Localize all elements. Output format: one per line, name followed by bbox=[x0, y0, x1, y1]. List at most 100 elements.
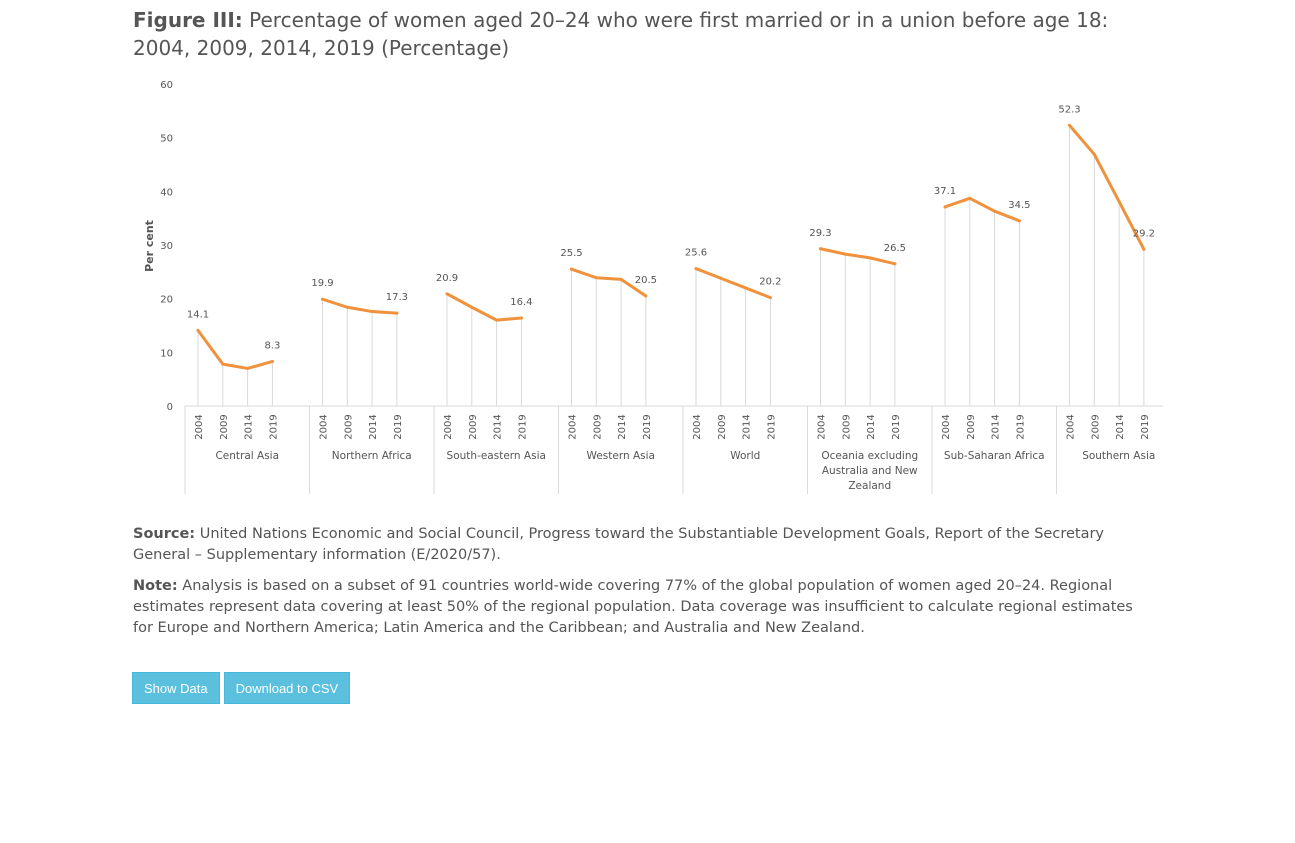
group-name-label: Sub-Saharan Africa bbox=[944, 450, 1045, 462]
x-tick-label: 2009 bbox=[343, 414, 354, 439]
data-point bbox=[470, 305, 474, 309]
figure-title-lead: Figure III: bbox=[133, 8, 243, 32]
x-tick-label: 2004 bbox=[319, 414, 330, 439]
y-tick-label: 0 bbox=[167, 402, 173, 413]
chart-group: 14.1 8.3 2004 2009 2014 2019 Central Asia bbox=[184, 309, 280, 494]
data-point bbox=[893, 262, 897, 266]
data-point bbox=[1068, 123, 1071, 127]
data-label: 34.5 bbox=[1008, 200, 1030, 211]
x-tick-label: 2009 bbox=[966, 414, 977, 439]
data-point bbox=[993, 209, 997, 213]
action-buttons: Show Data Download to CSV bbox=[132, 672, 351, 704]
data-label: 17.3 bbox=[386, 292, 408, 303]
y-tick-label: 50 bbox=[160, 134, 173, 145]
data-point bbox=[321, 297, 324, 301]
data-point bbox=[619, 277, 623, 281]
x-tick-label: 2019 bbox=[268, 414, 279, 439]
x-tick-label: 2014 bbox=[866, 414, 877, 439]
series-line bbox=[196, 328, 274, 370]
data-point bbox=[694, 267, 698, 271]
x-tick-label: 2009 bbox=[219, 414, 230, 439]
x-tick-label: 2014 bbox=[244, 414, 255, 439]
data-label: 25.6 bbox=[685, 248, 707, 259]
series-line bbox=[1068, 123, 1146, 251]
data-point bbox=[819, 247, 822, 251]
x-tick-label: 2019 bbox=[393, 414, 404, 439]
data-point bbox=[345, 305, 349, 309]
figure-title-text: Percentage of women aged 20–24 who were … bbox=[133, 8, 1109, 60]
series-line bbox=[694, 267, 772, 300]
x-tick-label: 2019 bbox=[642, 414, 653, 439]
data-point bbox=[1092, 152, 1096, 156]
data-point bbox=[221, 362, 225, 366]
x-tick-label: 2009 bbox=[592, 414, 603, 439]
series-line bbox=[819, 247, 897, 266]
chart-group: 25.5 20.5 2004 2009 2014 2019 Western Asia bbox=[558, 248, 657, 494]
data-point bbox=[495, 318, 499, 322]
x-tick-label: 2009 bbox=[468, 414, 479, 439]
source-text: United Nations Economic and Social Counc… bbox=[133, 526, 1105, 563]
x-tick-label: 2014 bbox=[1115, 414, 1126, 439]
x-tick-label: 2014 bbox=[617, 414, 628, 439]
data-label: 25.5 bbox=[560, 248, 582, 259]
note-paragraph: Note: Analysis is based on a subset of 9… bbox=[133, 576, 1143, 639]
y-axis-label: Per cent bbox=[143, 220, 156, 272]
x-tick-label: 2009 bbox=[841, 414, 852, 439]
series-line bbox=[570, 267, 648, 298]
x-tick-label: 2004 bbox=[692, 414, 703, 439]
data-label: 29.2 bbox=[1133, 228, 1155, 239]
y-tick-label: 20 bbox=[160, 295, 173, 306]
data-label: 20.2 bbox=[759, 277, 781, 288]
data-point bbox=[719, 276, 723, 280]
x-tick-label: 2014 bbox=[991, 414, 1002, 439]
figure-title: Figure III: Percentage of women aged 20–… bbox=[133, 6, 1163, 62]
figure-notes: Source: United Nations Economic and Soci… bbox=[133, 524, 1143, 649]
data-point bbox=[968, 196, 972, 200]
data-point bbox=[768, 296, 772, 300]
x-tick-label: 2004 bbox=[194, 414, 205, 439]
x-tick-label: 2014 bbox=[493, 414, 504, 439]
y-axis: 0 10 20 30 40 50 60 bbox=[160, 80, 173, 413]
x-tick-label: 2019 bbox=[891, 414, 902, 439]
x-tick-label: 2004 bbox=[443, 414, 454, 439]
data-label: 20.5 bbox=[635, 275, 657, 286]
y-tick-label: 10 bbox=[160, 348, 173, 359]
note-text: Analysis is based on a subset of 91 coun… bbox=[133, 578, 1133, 636]
group-name-label: Southern Asia bbox=[1082, 450, 1155, 462]
group-name-label: Oceania excluding Australia and New Zealan… bbox=[821, 450, 918, 492]
x-tick-label: 2014 bbox=[368, 414, 379, 439]
chart-group: 52.3 29.2 2004 2009 2014 2019 Southern Asia bbox=[1056, 104, 1155, 494]
x-tick-label: 2019 bbox=[517, 414, 528, 439]
data-point bbox=[270, 359, 274, 363]
data-point bbox=[594, 276, 598, 280]
data-label: 19.9 bbox=[311, 278, 333, 289]
x-tick-label: 2004 bbox=[1066, 414, 1077, 439]
data-label: 8.3 bbox=[264, 340, 280, 351]
y-tick-label: 40 bbox=[160, 187, 173, 198]
data-point bbox=[868, 256, 872, 260]
chart-group: 29.3 26.5 2004 2009 2014 2019 Oceania excludin… bbox=[807, 228, 918, 494]
data-point bbox=[1142, 247, 1146, 251]
source-paragraph: Source: United Nations Economic and Soci… bbox=[133, 524, 1143, 566]
data-point bbox=[445, 292, 449, 296]
data-point bbox=[519, 316, 523, 320]
data-label: 20.9 bbox=[436, 273, 458, 284]
y-tick-label: 60 bbox=[160, 80, 173, 91]
data-label: 14.1 bbox=[187, 309, 209, 320]
chart-group: 19.9 17.3 2004 2009 2014 2019 Northern Africa bbox=[309, 278, 412, 494]
x-tick-label: 2009 bbox=[1090, 414, 1101, 439]
x-tick-label: 2014 bbox=[742, 414, 753, 439]
data-point bbox=[395, 311, 399, 315]
group-name-label: Western Asia bbox=[587, 450, 655, 462]
show-data-button[interactable]: Show Data bbox=[132, 672, 220, 704]
chart-group: 37.1 34.5 2004 2009 2014 2019 Sub-Saharan Afri… bbox=[931, 186, 1045, 494]
data-point bbox=[943, 205, 947, 209]
data-label: 16.4 bbox=[510, 297, 532, 308]
download-csv-button[interactable]: Download to CSV bbox=[223, 672, 351, 704]
series-line bbox=[445, 292, 523, 322]
data-point bbox=[843, 252, 847, 256]
data-point bbox=[370, 310, 374, 314]
group-name-label: World bbox=[730, 450, 760, 462]
